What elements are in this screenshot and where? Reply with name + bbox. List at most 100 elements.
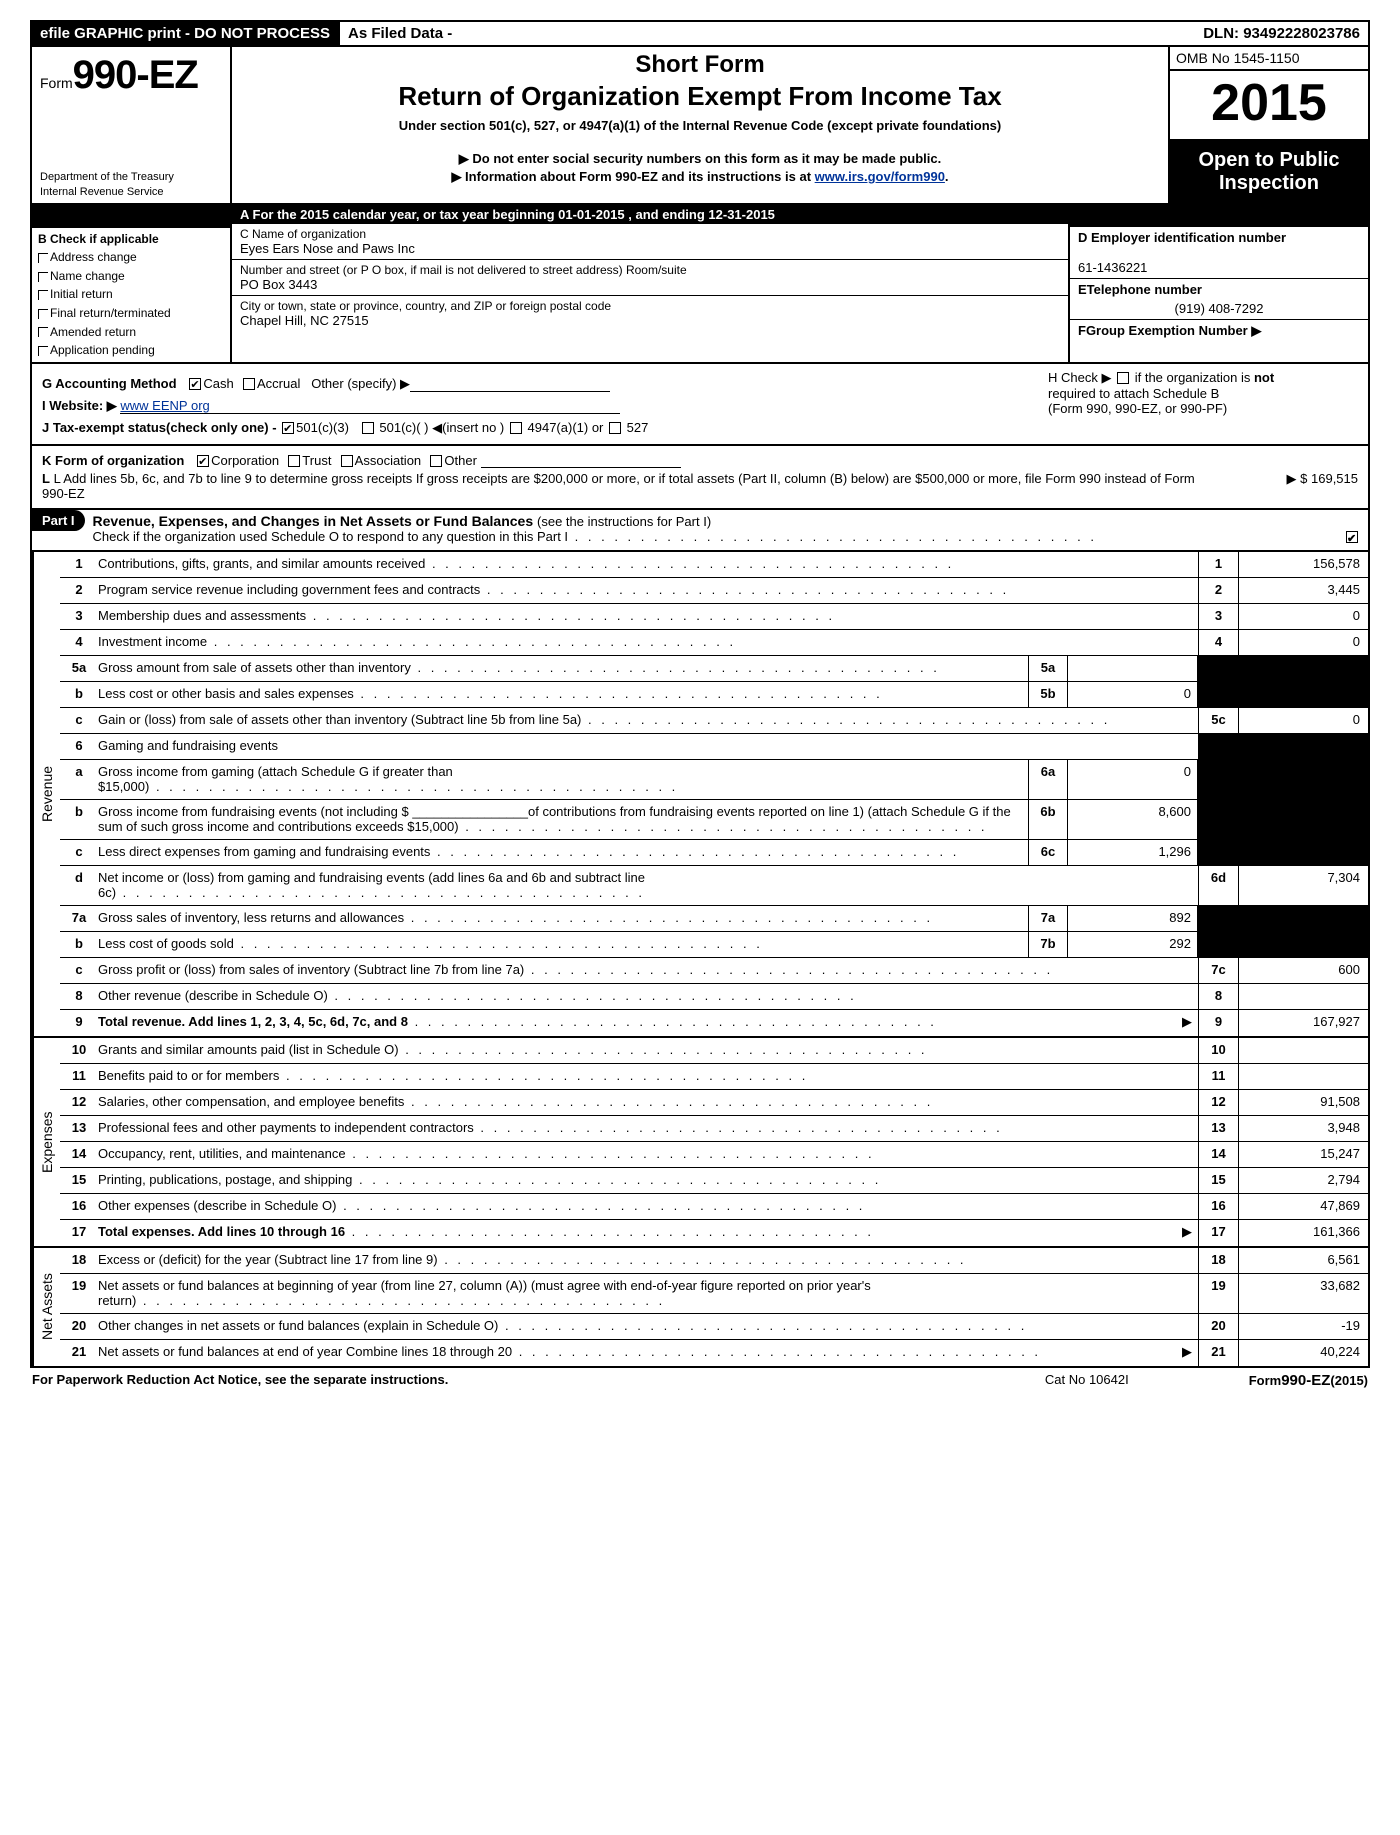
checkbox-application-pending[interactable] bbox=[38, 346, 48, 356]
line-description: Total expenses. Add lines 10 through 16 … bbox=[98, 1220, 1198, 1246]
line-number: 14 bbox=[60, 1142, 98, 1167]
line-right-value: 161,366 bbox=[1238, 1220, 1368, 1246]
revenue-section: Revenue 1Contributions, gifts, grants, a… bbox=[30, 552, 1370, 1038]
expenses-label: Expenses bbox=[32, 1038, 60, 1246]
form-line: 19Net assets or fund balances at beginni… bbox=[60, 1274, 1368, 1314]
line-right-number: 13 bbox=[1198, 1116, 1238, 1141]
line-right-number: 8 bbox=[1198, 984, 1238, 1009]
checkbox-527[interactable] bbox=[609, 422, 621, 434]
line-right-number: 16 bbox=[1198, 1194, 1238, 1219]
line-number: 2 bbox=[60, 578, 98, 603]
sub-line-value: 292 bbox=[1068, 932, 1198, 957]
meta-kl: K Form of organization Corporation Trust… bbox=[30, 446, 1370, 510]
line-right-value bbox=[1238, 800, 1368, 839]
form-line: 10Grants and similar amounts paid (list … bbox=[60, 1038, 1368, 1064]
phone-row: ETelephone number (919) 408-7292 bbox=[1070, 279, 1368, 320]
other-org-input[interactable] bbox=[481, 454, 681, 468]
line-description: Professional fees and other payments to … bbox=[98, 1116, 1198, 1141]
line-right-number bbox=[1198, 932, 1238, 957]
line-description: Grants and similar amounts paid (list in… bbox=[98, 1038, 1198, 1063]
irs-link[interactable]: www.irs.gov/form990 bbox=[815, 169, 945, 184]
checkbox-schedule-b-not-required[interactable] bbox=[1117, 372, 1129, 384]
line-number: a bbox=[60, 760, 98, 799]
form-line: 2Program service revenue including gover… bbox=[60, 578, 1368, 604]
form-line: 1Contributions, gifts, grants, and simil… bbox=[60, 552, 1368, 578]
checkbox-address-change[interactable] bbox=[38, 253, 48, 263]
form-line: 11Benefits paid to or for members11 bbox=[60, 1064, 1368, 1090]
sub-line-number: 6a bbox=[1028, 760, 1068, 799]
line-description: Gross amount from sale of assets other t… bbox=[98, 656, 1028, 681]
checkbox-4947[interactable] bbox=[510, 422, 522, 434]
checkbox-trust[interactable] bbox=[288, 455, 300, 467]
header-right: OMB No 1545-1150 2015 Open to Public Ins… bbox=[1168, 47, 1368, 203]
line-right-value bbox=[1238, 1064, 1368, 1089]
part-i-badge: Part I bbox=[32, 510, 85, 531]
paperwork-notice: For Paperwork Reduction Act Notice, see … bbox=[32, 1372, 1045, 1389]
checkbox-amended-return[interactable] bbox=[38, 327, 48, 337]
line-number: c bbox=[60, 840, 98, 865]
form-line: bGross income from fundraising events (n… bbox=[60, 800, 1368, 840]
line-right-number bbox=[1198, 760, 1238, 799]
line-description: Excess or (deficit) for the year (Subtra… bbox=[98, 1248, 1198, 1273]
top-bar: efile GRAPHIC print - DO NOT PROCESS As … bbox=[30, 20, 1370, 47]
checkbox-corporation[interactable] bbox=[197, 455, 209, 467]
form-line: 5aGross amount from sale of assets other… bbox=[60, 656, 1368, 682]
line-number: 19 bbox=[60, 1274, 98, 1313]
line-right-number bbox=[1198, 906, 1238, 931]
col-d-ein-phone: D Employer identification number 61-1436… bbox=[1068, 205, 1368, 362]
line-right-value: 3,445 bbox=[1238, 578, 1368, 603]
checkbox-501c3[interactable] bbox=[282, 422, 294, 434]
form-line: 14Occupancy, rent, utilities, and mainte… bbox=[60, 1142, 1368, 1168]
line-number: 13 bbox=[60, 1116, 98, 1141]
checkbox-cash[interactable] bbox=[189, 378, 201, 390]
org-street-row: Number and street (or P O box, if mail i… bbox=[232, 260, 1068, 296]
checkbox-accrual[interactable] bbox=[243, 378, 255, 390]
other-method-input[interactable] bbox=[410, 378, 610, 392]
line-right-number: 2 bbox=[1198, 578, 1238, 603]
col-c-org-info: A For the 2015 calendar year, or tax yea… bbox=[232, 205, 1068, 362]
form-line: 7aGross sales of inventory, less returns… bbox=[60, 906, 1368, 932]
line-description: Net assets or fund balances at beginning… bbox=[98, 1274, 1198, 1313]
tax-year: 2015 bbox=[1170, 71, 1368, 141]
line-right-value: 600 bbox=[1238, 958, 1368, 983]
line-right-value bbox=[1238, 984, 1368, 1009]
header-left: Form990-EZ Department of the Treasury In… bbox=[32, 47, 232, 203]
line-description: Other expenses (describe in Schedule O) bbox=[98, 1194, 1198, 1219]
line-number: 10 bbox=[60, 1038, 98, 1063]
org-name: Eyes Ears Nose and Paws Inc bbox=[240, 241, 1060, 256]
line-number: 3 bbox=[60, 604, 98, 629]
line-right-value: 91,508 bbox=[1238, 1090, 1368, 1115]
line-number: 7a bbox=[60, 906, 98, 931]
line-right-value: 33,682 bbox=[1238, 1274, 1368, 1313]
checkbox-association[interactable] bbox=[341, 455, 353, 467]
line-right-value bbox=[1238, 734, 1368, 759]
form-header: Form990-EZ Department of the Treasury In… bbox=[30, 47, 1370, 205]
checkbox-final-return[interactable] bbox=[38, 309, 48, 319]
sub-line-number: 5b bbox=[1028, 682, 1068, 707]
checkbox-name-change[interactable] bbox=[38, 272, 48, 282]
checkbox-initial-return[interactable] bbox=[38, 290, 48, 300]
line-description: Other revenue (describe in Schedule O) bbox=[98, 984, 1198, 1009]
catalog-number: Cat No 10642I bbox=[1045, 1372, 1129, 1389]
line-description: Less cost of goods sold bbox=[98, 932, 1028, 957]
sub-line-number: 7b bbox=[1028, 932, 1068, 957]
line-description: Gain or (loss) from sale of assets other… bbox=[98, 708, 1198, 733]
line-right-value bbox=[1238, 906, 1368, 931]
line-right-number: 10 bbox=[1198, 1038, 1238, 1063]
line-number: 18 bbox=[60, 1248, 98, 1273]
header-title-block: Short Form Return of Organization Exempt… bbox=[232, 47, 1168, 203]
line-g: G Accounting Method Cash Accrual Other (… bbox=[42, 376, 1038, 392]
do-not-enter-ssn: ▶ Do not enter social security numbers o… bbox=[242, 151, 1158, 167]
line-description: Contributions, gifts, grants, and simila… bbox=[98, 552, 1198, 577]
checkbox-schedule-o-used[interactable] bbox=[1346, 531, 1358, 543]
line-number: 16 bbox=[60, 1194, 98, 1219]
checkbox-501c[interactable] bbox=[362, 422, 374, 434]
line-right-number: 19 bbox=[1198, 1274, 1238, 1313]
revenue-lines: 1Contributions, gifts, grants, and simil… bbox=[60, 552, 1368, 1036]
checkbox-other-org[interactable] bbox=[430, 455, 442, 467]
line-description: Membership dues and assessments bbox=[98, 604, 1198, 629]
website-link[interactable]: www EENP org bbox=[120, 398, 620, 414]
form-line: 12Salaries, other compensation, and empl… bbox=[60, 1090, 1368, 1116]
line-description: Gross income from fundraising events (no… bbox=[98, 800, 1028, 839]
org-city: Chapel Hill, NC 27515 bbox=[240, 313, 1060, 328]
